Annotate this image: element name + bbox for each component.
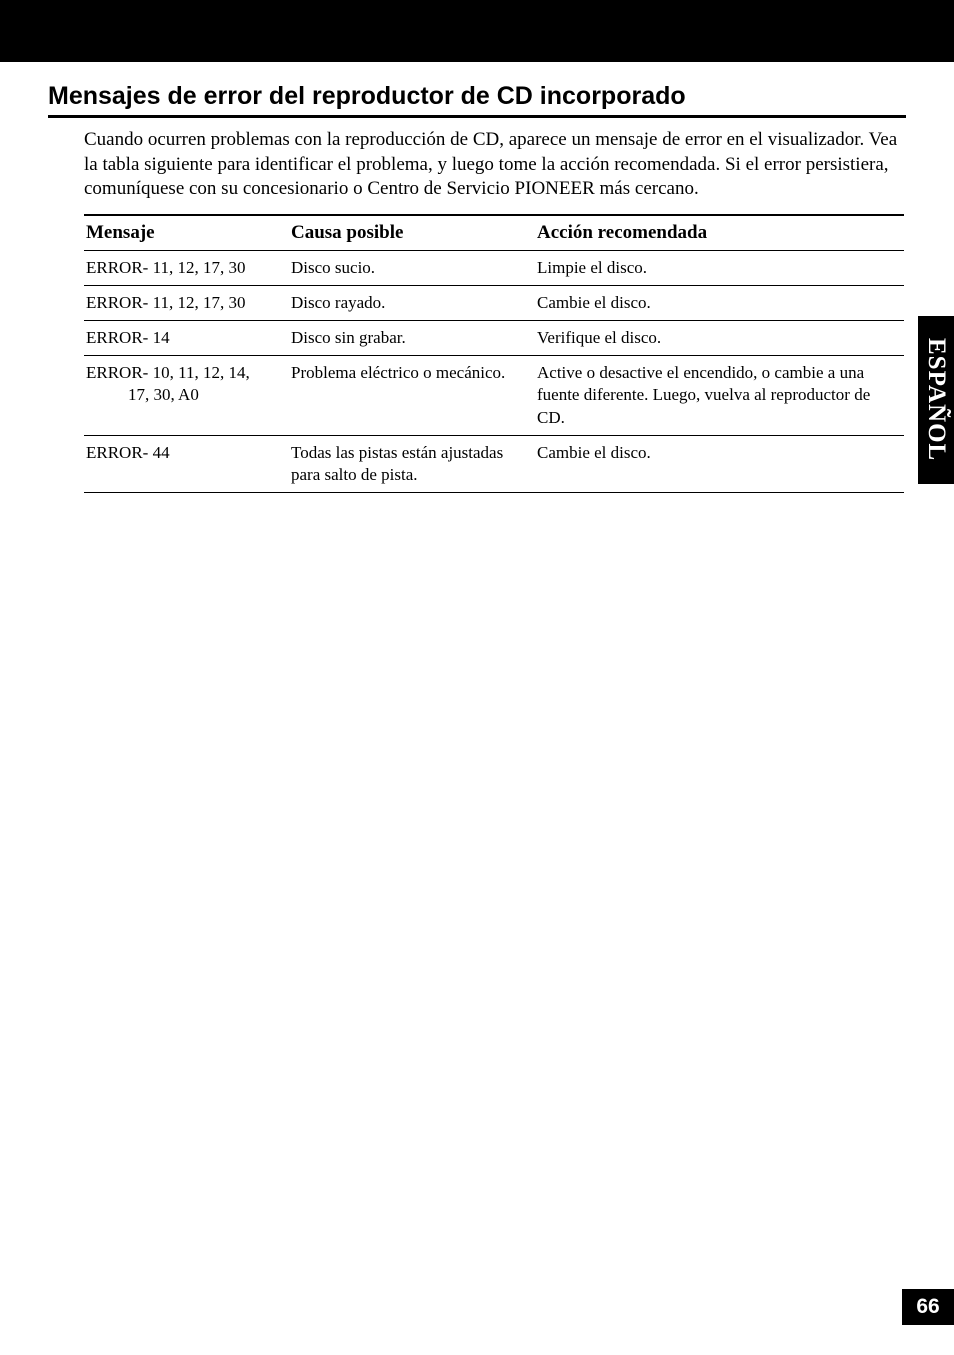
msg-main: ERROR- 11, 12, 17, 30	[86, 293, 245, 312]
cell-message: ERROR- 11, 12, 17, 30	[84, 251, 289, 286]
cell-action: Cambie el disco.	[535, 435, 904, 492]
cell-message: ERROR- 10, 11, 12, 14, 17, 30, A0	[84, 356, 289, 435]
header-cause: Causa posible	[289, 215, 535, 251]
table-header-row: Mensaje Causa posible Acción recomendada	[84, 215, 904, 251]
cell-cause: Disco sucio.	[289, 251, 535, 286]
msg-main: ERROR- 14	[86, 328, 170, 347]
cell-message: ERROR- 44	[84, 435, 289, 492]
msg-main: ERROR- 44	[86, 443, 170, 462]
table-row: ERROR- 14 Disco sin grabar. Verifique el…	[84, 321, 904, 356]
cell-cause: Todas las pistas están ajustadas para sa…	[289, 435, 535, 492]
table-row: ERROR- 11, 12, 17, 30 Disco rayado. Camb…	[84, 286, 904, 321]
msg-main: ERROR- 10, 11, 12, 14,	[86, 363, 250, 382]
content-area: Mensajes de error del reproductor de CD …	[0, 62, 954, 493]
cell-action: Cambie el disco.	[535, 286, 904, 321]
header-message: Mensaje	[84, 215, 289, 251]
top-black-bar	[0, 0, 954, 62]
section-title: Mensajes de error del reproductor de CD …	[48, 82, 906, 111]
error-table: Mensaje Causa posible Acción recomendada…	[84, 214, 904, 493]
language-side-tab: ESPAÑOL	[918, 316, 954, 484]
cell-message: ERROR- 14	[84, 321, 289, 356]
header-action: Acción recomendada	[535, 215, 904, 251]
table-row: ERROR- 11, 12, 17, 30 Disco sucio. Limpi…	[84, 251, 904, 286]
msg-sub: 17, 30, A0	[86, 384, 281, 406]
cell-action: Verifique el disco.	[535, 321, 904, 356]
table-row: ERROR- 10, 11, 12, 14, 17, 30, A0 Proble…	[84, 356, 904, 435]
cell-cause: Problema eléctrico o mecánico.	[289, 356, 535, 435]
msg-main: ERROR- 11, 12, 17, 30	[86, 258, 245, 277]
cell-cause: Disco rayado.	[289, 286, 535, 321]
table-row: ERROR- 44 Todas las pistas están ajustad…	[84, 435, 904, 492]
cell-cause: Disco sin grabar.	[289, 321, 535, 356]
cell-action: Limpie el disco.	[535, 251, 904, 286]
cell-action: Active o desactive el encendido, o cambi…	[535, 356, 904, 435]
title-underline	[48, 115, 906, 118]
cell-message: ERROR- 11, 12, 17, 30	[84, 286, 289, 321]
page-number: 66	[902, 1289, 954, 1325]
intro-paragraph: Cuando ocurren problemas con la reproduc…	[84, 128, 906, 202]
